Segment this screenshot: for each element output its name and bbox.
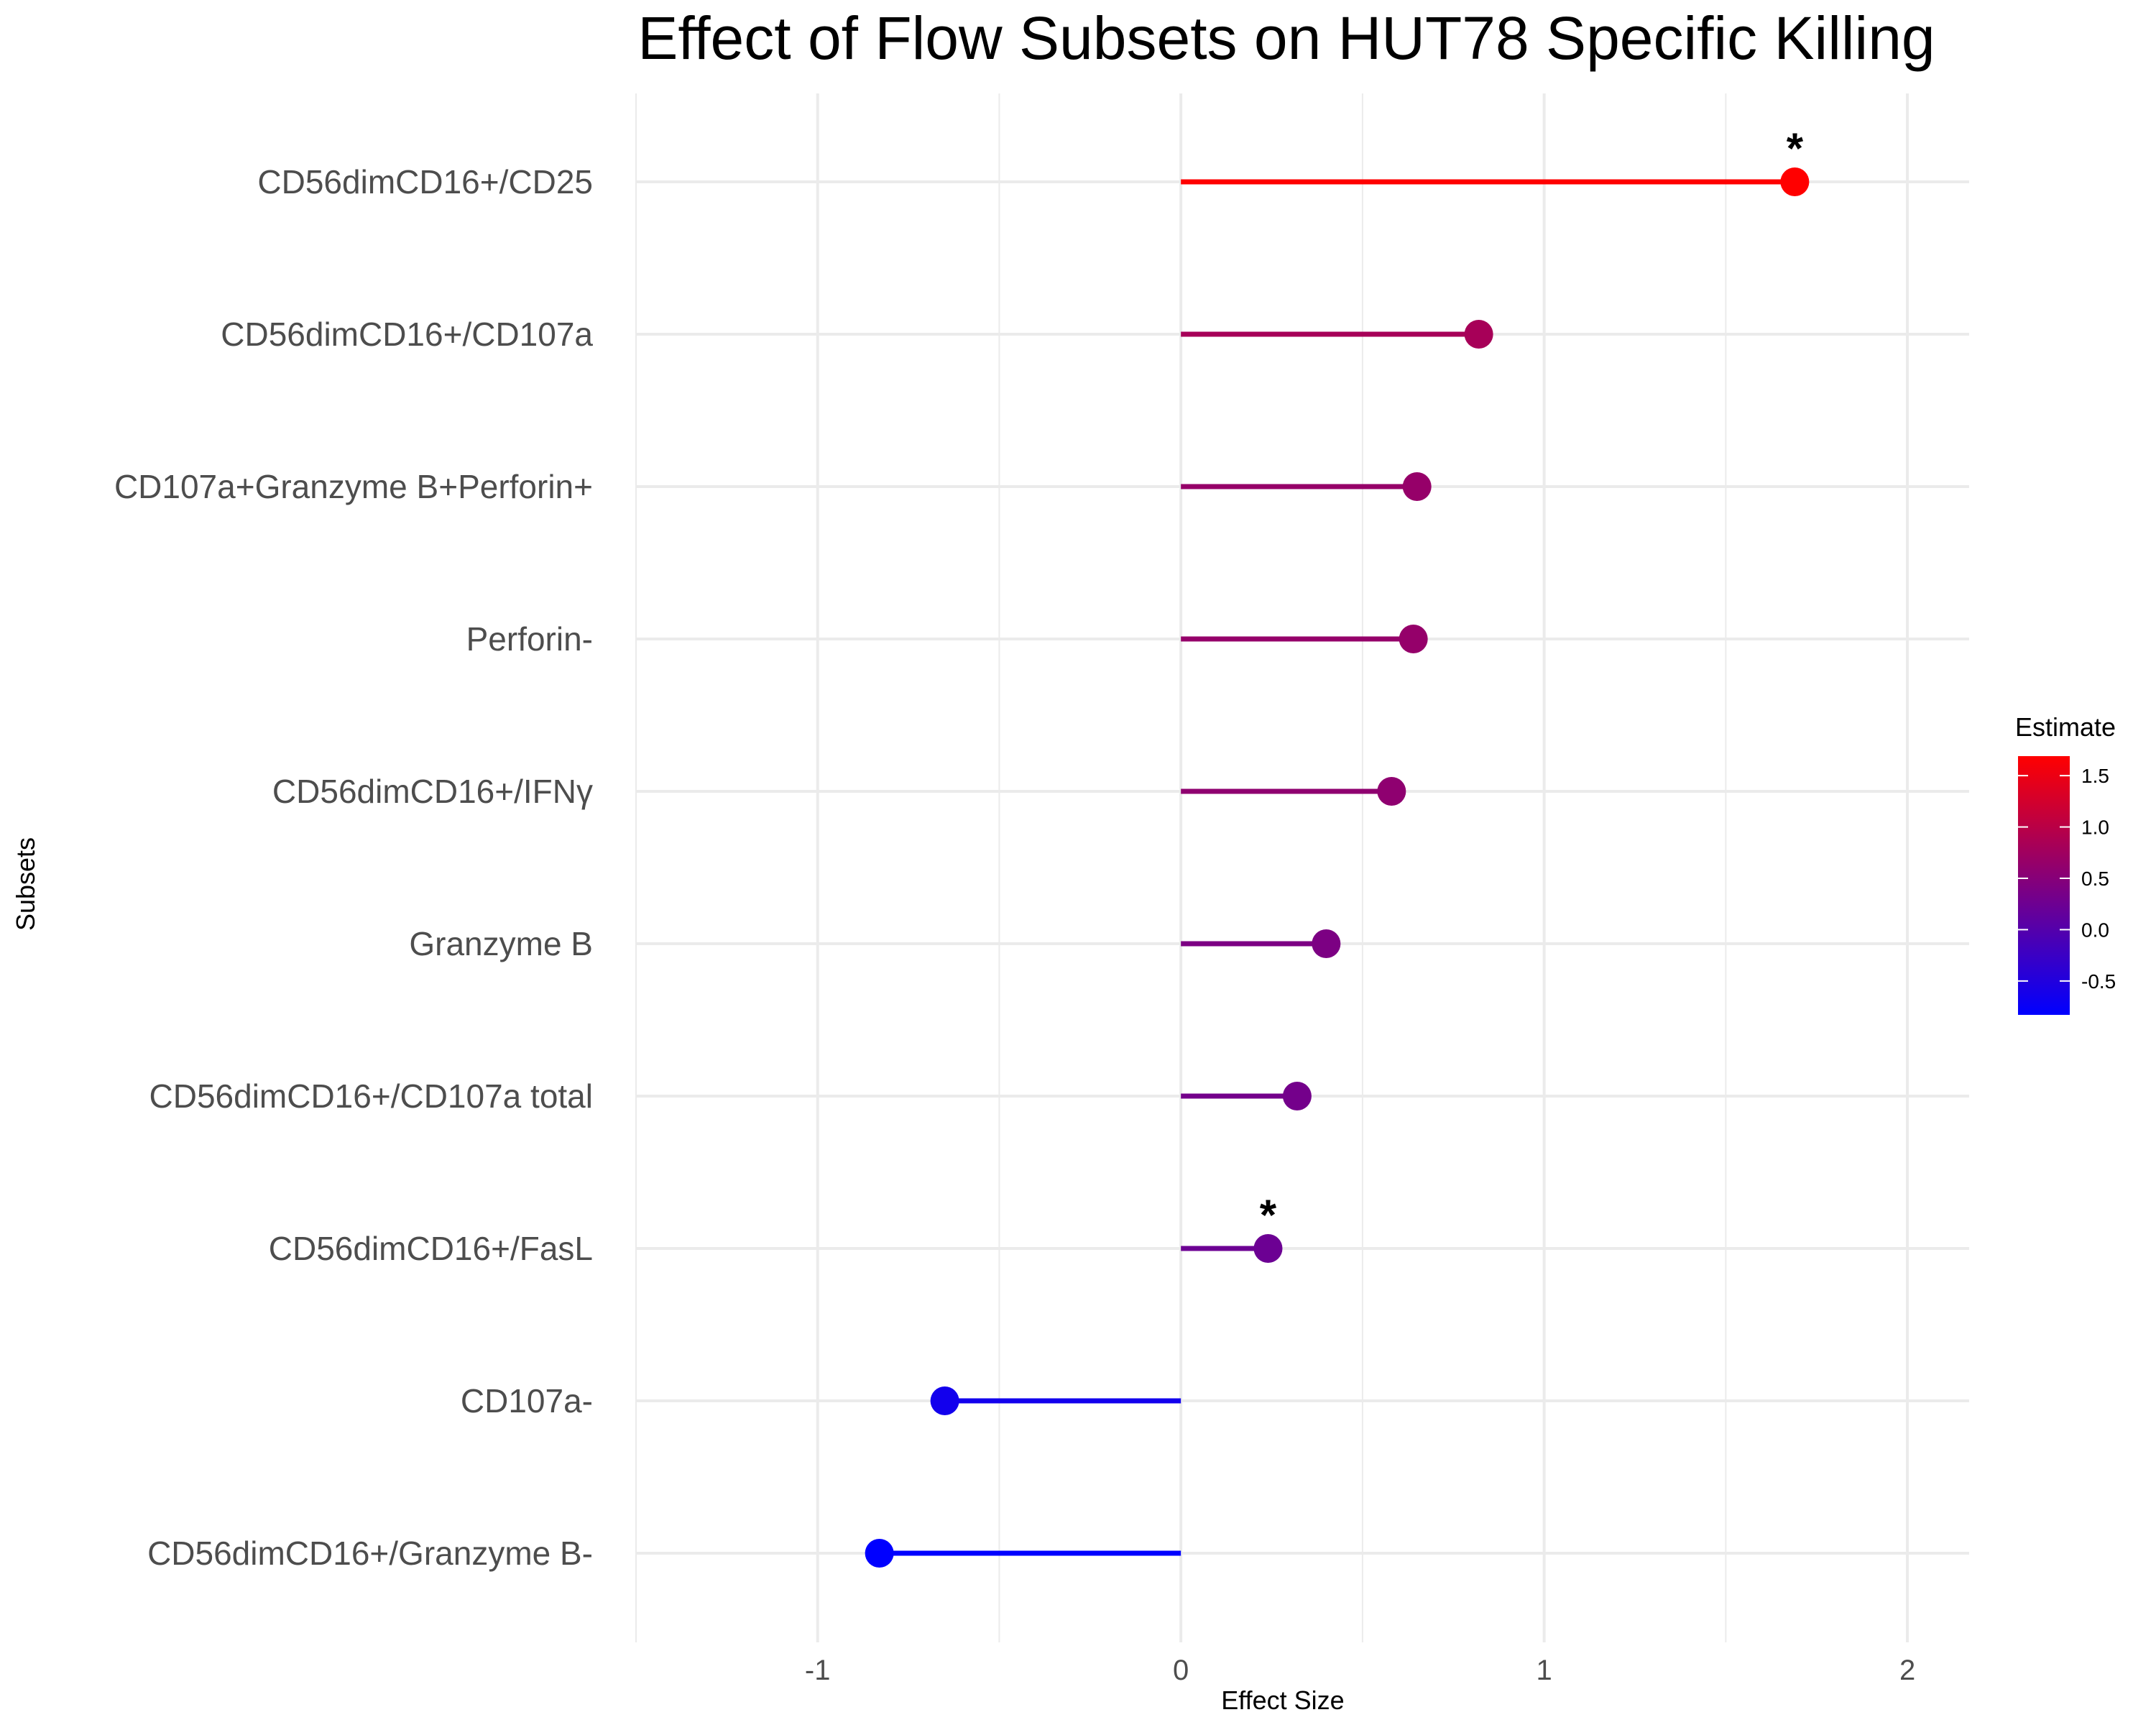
y-axis-title: Subsets — [11, 837, 40, 931]
y-tick-label: CD56dimCD16+/CD107a — [221, 316, 593, 353]
color-legend: Estimate 1.5 1.0 0.5 0.0 -0.5 — [2015, 712, 2116, 1015]
y-tick-label: CD56dimCD16+/Granzyme B- — [147, 1535, 593, 1572]
lollipop-point — [1312, 929, 1341, 958]
lollipop-point — [865, 1539, 894, 1568]
legend-title: Estimate — [2015, 712, 2116, 742]
x-tick-label: 1 — [1536, 1655, 1552, 1686]
legend-tick-label: 1.0 — [2081, 816, 2109, 839]
y-tick-label: CD107a- — [461, 1382, 593, 1420]
legend-tick-label: 0.5 — [2081, 868, 2109, 890]
y-tick-label: CD56dimCD16+/IFNγ — [272, 773, 593, 810]
lollipop-point — [930, 1386, 959, 1415]
chart-marks: ** — [865, 124, 1810, 1568]
x-axis-title: Effect Size — [1221, 1685, 1344, 1715]
x-tick-label: -1 — [805, 1655, 831, 1686]
lollipop-point — [1282, 1082, 1312, 1110]
lollipop-point — [1253, 1234, 1283, 1263]
y-tick-label: Perforin- — [466, 620, 593, 658]
y-tick-label: Granzyme B — [409, 925, 593, 962]
x-axis-tick-labels: -1 0 1 2 — [805, 1655, 1915, 1686]
lollipop-point — [1377, 777, 1406, 806]
lollipop-point — [1399, 625, 1428, 653]
significance-star: * — [1787, 124, 1804, 172]
x-tick-label: 0 — [1173, 1655, 1189, 1686]
y-tick-label: CD56dimCD16+/FasL — [269, 1230, 593, 1267]
y-tick-label: CD107a+Granzyme B+Perforin+ — [114, 468, 593, 505]
significance-star: * — [1260, 1191, 1277, 1239]
lollipop-point — [1402, 472, 1432, 501]
chart-title: Effect of Flow Subsets on HUT78 Specific… — [637, 4, 1935, 72]
legend-tick-label: -0.5 — [2081, 970, 2116, 993]
legend-tick-label: 0.0 — [2081, 919, 2109, 941]
lollipop-point — [1780, 167, 1810, 196]
legend-tick-label: 1.5 — [2081, 765, 2109, 787]
legend-color-bar — [2018, 756, 2070, 1015]
y-tick-label: CD56dimCD16+/CD107a total — [149, 1077, 593, 1115]
gridlines — [635, 93, 1969, 1642]
x-tick-label: 2 — [1899, 1655, 1915, 1686]
legend-ticks: 1.5 1.0 0.5 0.0 -0.5 — [2018, 765, 2116, 993]
lollipop-point — [1464, 320, 1493, 349]
y-axis-tick-labels: CD56dimCD16+/CD25 CD56dimCD16+/CD107a CD10… — [114, 163, 593, 1572]
y-tick-label: CD56dimCD16+/CD25 — [257, 163, 593, 201]
